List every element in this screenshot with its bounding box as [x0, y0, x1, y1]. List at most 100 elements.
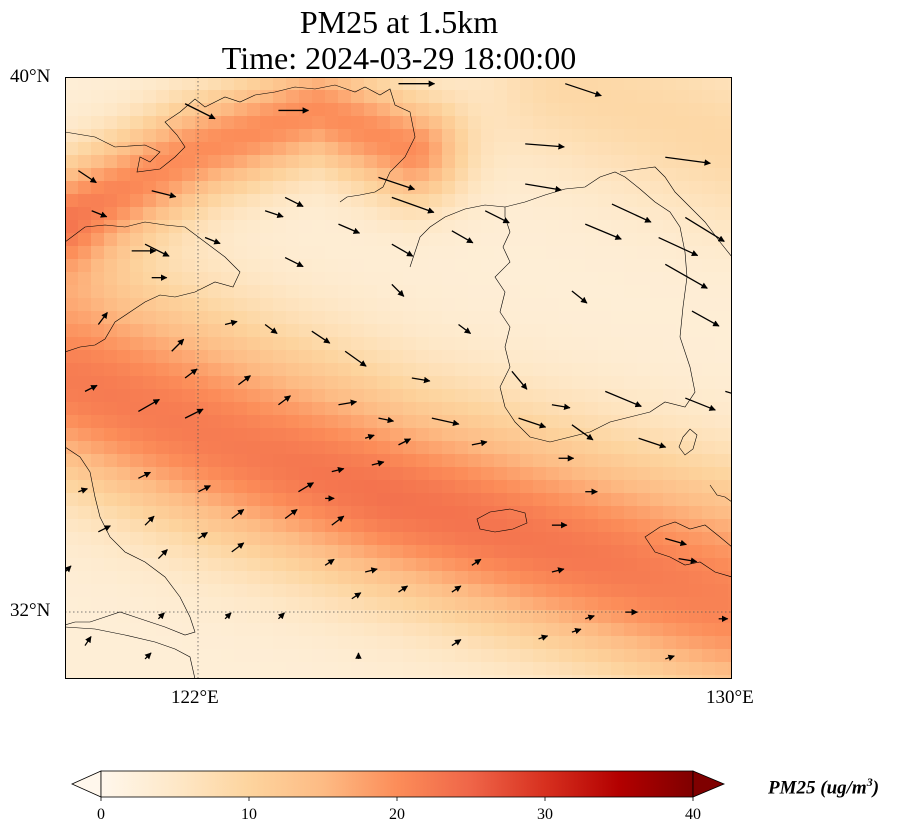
field-cell — [169, 90, 183, 104]
field-cell — [299, 168, 313, 182]
field-cell — [403, 155, 417, 169]
field-cell — [533, 77, 547, 91]
field-cell — [117, 246, 131, 260]
field-cell — [169, 207, 183, 221]
field-cell — [325, 610, 339, 624]
field-cell — [195, 597, 209, 611]
field-cell — [351, 415, 365, 429]
field-cell — [520, 428, 534, 442]
field-cell — [676, 220, 690, 234]
field-cell — [663, 324, 677, 338]
field-cell — [429, 207, 443, 221]
field-cell — [520, 350, 534, 364]
field-cell — [143, 350, 157, 364]
field-cell — [208, 493, 222, 507]
field-cell — [559, 610, 573, 624]
wind-arrow — [665, 654, 675, 661]
field-cell — [299, 610, 313, 624]
field-cell — [169, 350, 183, 364]
field-cell — [247, 142, 261, 156]
field-cell — [91, 571, 105, 585]
field-cell — [234, 571, 248, 585]
field-cell — [663, 233, 677, 247]
field-cell — [650, 415, 664, 429]
field-cell — [442, 155, 456, 169]
field-cell — [689, 519, 703, 533]
field-cell — [403, 376, 417, 390]
field-cell — [533, 246, 547, 260]
field-cell — [273, 493, 287, 507]
field-cell — [728, 610, 732, 624]
field-cell — [91, 597, 105, 611]
field-cell — [234, 168, 248, 182]
field-cell — [338, 363, 352, 377]
field-cell — [91, 311, 105, 325]
field-cell — [702, 324, 716, 338]
field-cell — [156, 103, 170, 117]
field-cell — [312, 129, 326, 143]
field-cell — [78, 519, 92, 533]
field-cell — [468, 298, 482, 312]
field-cell — [195, 90, 209, 104]
field-cell — [442, 623, 456, 637]
field-cell — [325, 116, 339, 130]
field-cell — [195, 181, 209, 195]
field-cell — [585, 597, 599, 611]
field-cell — [234, 129, 248, 143]
field-cell — [351, 181, 365, 195]
field-cell — [195, 376, 209, 390]
field-cell — [715, 519, 729, 533]
field-cell — [390, 233, 404, 247]
field-cell — [234, 636, 248, 650]
field-cell — [624, 636, 638, 650]
field-cell — [377, 233, 391, 247]
field-cell — [130, 233, 144, 247]
field-cell — [299, 311, 313, 325]
field-cell — [273, 519, 287, 533]
field-cell — [468, 467, 482, 481]
field-cell — [312, 480, 326, 494]
field-cell — [156, 545, 170, 559]
field-cell — [455, 155, 469, 169]
field-cell — [533, 311, 547, 325]
field-cell — [494, 233, 508, 247]
field-cell — [728, 623, 732, 637]
field-cell — [585, 467, 599, 481]
field-cell — [377, 675, 391, 679]
field-cell — [715, 350, 729, 364]
field-cell — [559, 454, 573, 468]
field-cell — [273, 558, 287, 572]
field-cell — [286, 402, 300, 416]
field-cell — [195, 350, 209, 364]
field-cell — [338, 168, 352, 182]
field-cell — [663, 506, 677, 520]
field-cell — [403, 142, 417, 156]
field-cell — [676, 545, 690, 559]
field-cell — [585, 493, 599, 507]
field-cell — [702, 649, 716, 663]
field-cell — [130, 116, 144, 130]
field-cell — [559, 467, 573, 481]
field-cell — [286, 428, 300, 442]
field-cell — [468, 571, 482, 585]
wind-arrow — [484, 210, 510, 224]
field-cell — [611, 350, 625, 364]
field-cell — [273, 142, 287, 156]
field-cell — [442, 285, 456, 299]
field-cell — [624, 181, 638, 195]
field-cell — [195, 623, 209, 637]
field-cell — [247, 506, 261, 520]
field-cell — [650, 259, 664, 273]
field-cell — [416, 389, 430, 403]
field-cell — [559, 636, 573, 650]
field-cell — [663, 90, 677, 104]
field-cell — [208, 584, 222, 598]
field-cell — [455, 194, 469, 208]
field-cell — [546, 90, 560, 104]
field-cell — [273, 415, 287, 429]
field-cell — [715, 272, 729, 286]
field-cell — [65, 506, 79, 520]
field-cell — [351, 103, 365, 117]
field-cell — [91, 194, 105, 208]
field-cell — [195, 116, 209, 130]
